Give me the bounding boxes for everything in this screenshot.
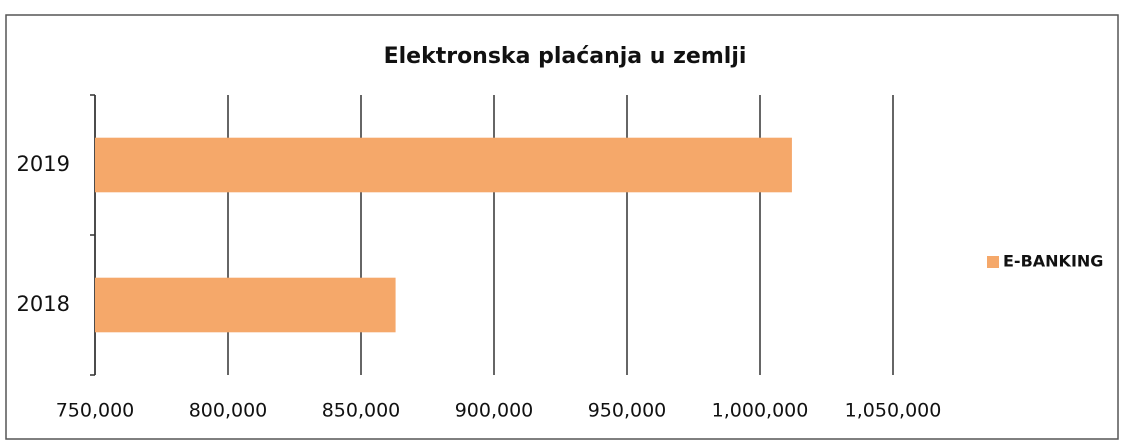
x-tick-label: 1,000,000 <box>712 400 809 422</box>
x-tick-label: 750,000 <box>56 400 135 422</box>
x-tick-label: 800,000 <box>189 400 268 422</box>
x-tick-label: 900,000 <box>455 400 534 422</box>
x-tick-label: 850,000 <box>322 400 401 422</box>
x-tick-label: 950,000 <box>588 400 667 422</box>
chart-frame <box>5 14 1119 440</box>
chart-title: Elektronska plaćanja u zemlji <box>384 44 747 69</box>
x-tick-label: 1,050,000 <box>845 400 942 422</box>
bar <box>95 277 396 333</box>
y-tick-label: 2018 <box>17 292 70 316</box>
legend-swatch <box>987 256 999 268</box>
bar <box>95 137 792 193</box>
y-tick-label: 2019 <box>17 152 70 176</box>
legend-label: E-BANKING <box>1003 252 1103 271</box>
